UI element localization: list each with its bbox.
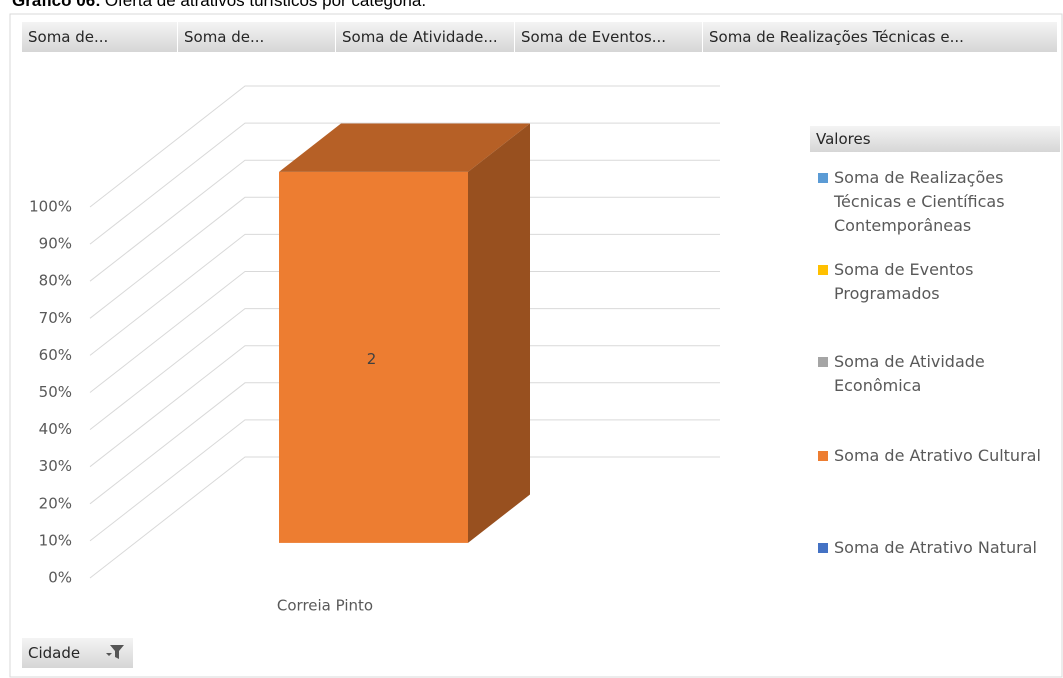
y-tick-label: 20% — [39, 494, 72, 512]
field-button[interactable]: Soma de Realizações Técnicas e... — [703, 22, 1058, 52]
legend-label: Soma de Atividade Econômica — [834, 352, 985, 395]
grid-line — [89, 345, 720, 468]
data-label: 2 — [367, 350, 377, 368]
legend-label: Soma de Eventos Programados — [834, 260, 974, 303]
legend-item: Soma de Eventos Programados — [818, 258, 1058, 306]
y-tick-label: 10% — [39, 531, 72, 549]
axis-field-button[interactable]: Cidade — [22, 638, 133, 668]
bar-side — [468, 123, 530, 543]
grid-line — [89, 159, 720, 282]
grid-line — [89, 196, 720, 319]
legend-item: Soma de Atrativo Natural — [818, 536, 1058, 560]
legend-swatch — [818, 451, 828, 461]
field-button[interactable]: Soma de... — [22, 22, 178, 52]
chart-frame — [9, 13, 1063, 678]
y-tick-label: 80% — [39, 272, 72, 290]
filter-icon — [106, 645, 124, 659]
legend-item: Soma de Atrativo Cultural — [818, 444, 1058, 468]
field-button[interactable]: Soma de... — [178, 22, 336, 52]
chart-title: Oferta de atrativos turísticos por categ… — [104, 0, 427, 10]
grid-line — [89, 122, 720, 245]
legend-item: Soma de Atividade Econômica — [818, 350, 1058, 398]
x-tick-label: Correia Pinto — [277, 597, 373, 615]
y-tick-label: 50% — [39, 383, 72, 401]
legend-item: Soma de Realizações Técnicas e Científic… — [818, 166, 1058, 238]
y-tick-label: 60% — [39, 346, 72, 364]
legend-swatch — [818, 543, 828, 553]
bar-top — [279, 123, 530, 172]
axis-field-label: Cidade — [28, 644, 81, 662]
y-tick-label: 30% — [39, 457, 72, 475]
chart-title-block: Gráfico 06: Oferta de atrativos turístico… — [12, 0, 426, 11]
y-tick-label: 100% — [29, 198, 72, 216]
legend-swatch — [818, 265, 828, 275]
field-button[interactable]: Soma de Eventos... — [515, 22, 703, 52]
legend-label: Soma de Realizações Técnicas e Científic… — [834, 168, 1005, 235]
y-tick-label: 0% — [48, 569, 72, 587]
legend-swatch — [818, 357, 828, 367]
legend-title: Valores — [810, 126, 1060, 152]
bar-front — [279, 171, 468, 543]
y-tick-label: 70% — [39, 309, 72, 327]
legend-label: Soma de Atrativo Natural — [834, 538, 1037, 557]
legend-label: Soma de Atrativo Cultural — [834, 446, 1041, 465]
grid-line — [89, 233, 720, 356]
grid-line — [89, 271, 720, 393]
y-tick-label: 90% — [39, 235, 72, 253]
legend-swatch — [818, 173, 828, 183]
field-button[interactable]: Soma de Atividade... — [336, 22, 515, 52]
grid-line — [89, 85, 720, 208]
y-tick-label: 40% — [39, 420, 72, 438]
grid-line — [89, 382, 720, 505]
grid-line — [89, 456, 720, 579]
title-label: Gráfico 06: — [12, 0, 101, 10]
grid-line — [89, 419, 720, 542]
grid-line — [89, 308, 720, 430]
